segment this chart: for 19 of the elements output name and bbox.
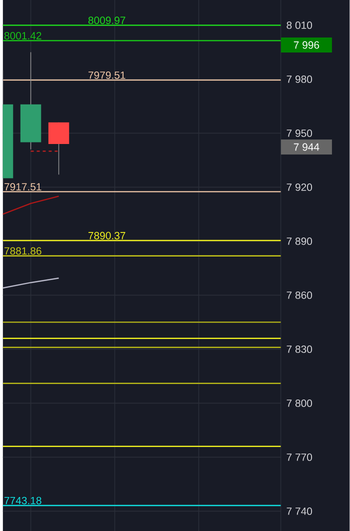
ref-line-label: 7743.18 — [4, 496, 42, 504]
ref-line-label: 8009.97 — [88, 16, 126, 24]
text: 7 944 — [294, 143, 320, 151]
ref-line-label: 8001.42 — [4, 32, 42, 40]
y-tick-label: 7 800 — [286, 400, 312, 407]
y-tick-label: 8 010 — [286, 22, 312, 29]
y-tick-label: 7 860 — [286, 292, 312, 299]
y-tick-label: 7 770 — [286, 454, 312, 461]
y-tick-label: 7 740 — [286, 508, 312, 515]
ref-line-label: 7881.86 — [4, 247, 42, 255]
y-tick-label: 7 830 — [286, 346, 312, 353]
y-tick-label: 7 920 — [286, 184, 312, 191]
ref-line-label: 7979.51 — [88, 71, 126, 79]
text: 7 996 — [294, 41, 320, 49]
y-tick-label: 7 980 — [286, 76, 312, 83]
ref-line-label: 7917.51 — [4, 183, 42, 190]
y-tick-label: 7 890 — [286, 238, 312, 245]
y-tick-label: 7 950 — [286, 130, 312, 137]
ref-line-label: 7890.37 — [88, 232, 126, 240]
